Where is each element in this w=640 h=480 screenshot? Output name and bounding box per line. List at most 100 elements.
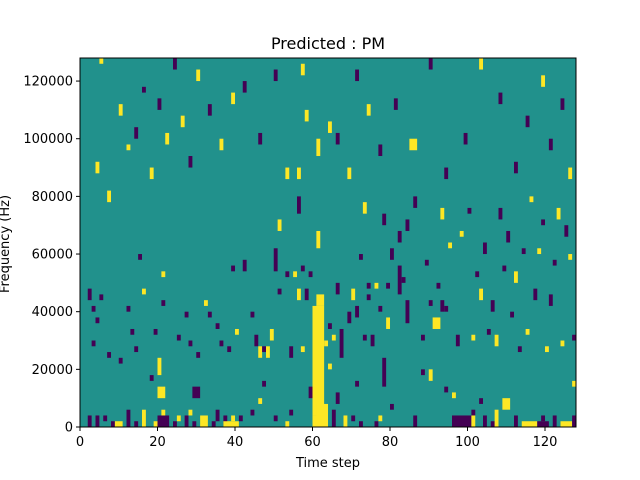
heatmap-cell — [525, 115, 530, 128]
heatmap-cell — [142, 86, 146, 93]
heatmap-cell — [397, 265, 402, 295]
heatmap-cell — [355, 305, 360, 318]
heatmap-cell — [436, 282, 441, 289]
heatmap-cell — [386, 317, 391, 329]
heatmap-cell — [316, 230, 321, 249]
heatmap-cell — [87, 288, 92, 301]
heatmap-cell — [537, 421, 549, 427]
heatmap-cell — [335, 132, 340, 145]
y-tick-label: 0 — [65, 421, 73, 436]
heatmap-cell — [351, 288, 356, 301]
heatmap-cell — [192, 386, 201, 399]
heatmap-cell — [548, 138, 553, 151]
heatmap-cell — [316, 294, 325, 306]
heatmap-cell — [514, 271, 518, 283]
heatmap-cell — [300, 265, 305, 272]
heatmap-cell — [134, 346, 139, 353]
heatmap-cell — [568, 167, 573, 180]
heatmap-cell — [188, 156, 193, 168]
heatmap-cell — [444, 386, 449, 393]
heatmap-cell — [308, 271, 313, 278]
y-tick-label: 40000 — [32, 305, 73, 320]
heatmap-cell — [157, 415, 170, 427]
y-tick-label: 100000 — [23, 132, 73, 147]
heatmap-cell — [126, 409, 131, 427]
heatmap-cell — [331, 409, 336, 427]
heatmap-cell — [258, 132, 263, 145]
heatmap-cell — [258, 346, 263, 358]
heatmap-cell — [103, 415, 108, 422]
heatmap-cell — [91, 305, 96, 312]
heatmap-cell — [455, 334, 460, 347]
heatmap-cell — [107, 352, 112, 358]
heatmap-cell — [405, 300, 410, 324]
y-tick-label: 20000 — [32, 363, 73, 378]
heatmap-cell — [378, 415, 383, 422]
heatmap-cell — [304, 288, 309, 301]
x-axis-label: Time step — [295, 456, 360, 471]
x-tick-label: 0 — [76, 435, 84, 450]
heatmap-cell — [157, 98, 162, 110]
heatmap-cell — [231, 265, 236, 272]
heatmap-cell — [297, 196, 301, 214]
heatmap-cell — [285, 167, 290, 180]
heatmap-cell — [486, 328, 491, 335]
heatmap-cell — [250, 311, 255, 318]
heatmap-cell — [130, 328, 135, 335]
heatmap-cell — [242, 81, 247, 93]
heatmap-cell — [176, 334, 181, 341]
y-tick-label: 80000 — [32, 190, 73, 205]
heatmap-cell — [498, 207, 503, 220]
x-tick-label: 100 — [455, 435, 480, 450]
heatmap-cell — [258, 398, 263, 404]
heatmap-cell — [223, 421, 239, 427]
heatmap-cell — [444, 305, 449, 312]
heatmap-cell — [541, 415, 546, 422]
heatmap-cell — [452, 415, 472, 427]
heatmap-cell — [382, 357, 387, 387]
heatmap-cell — [413, 196, 418, 208]
heatmap-cell — [560, 421, 573, 427]
heatmap-cell — [289, 346, 294, 358]
heatmap-cell — [328, 363, 332, 370]
heatmap-cell — [207, 311, 212, 318]
heatmap-cell — [537, 248, 542, 255]
heatmap-cell — [370, 334, 375, 347]
heatmap-cell — [444, 167, 449, 180]
heatmap-cell — [142, 409, 146, 427]
heatmap-cell — [308, 386, 313, 399]
heatmap-cell — [176, 415, 181, 422]
heatmap-cell — [335, 282, 340, 295]
heatmap-cell — [521, 248, 526, 255]
heatmap-cell — [215, 323, 220, 329]
heatmap-cell — [471, 415, 476, 427]
heatmap-cell — [126, 305, 131, 312]
heatmap-cell — [180, 115, 185, 128]
heatmap-cell — [331, 334, 336, 341]
heatmap-cell — [514, 161, 518, 174]
heatmap-cell — [440, 207, 445, 220]
heatmap-cell — [242, 259, 247, 272]
y-tick-label: 60000 — [32, 248, 73, 263]
heatmap-cell — [153, 328, 158, 335]
x-tick-label: 20 — [149, 435, 166, 450]
heatmap-cell — [107, 190, 112, 203]
heatmap-cell — [273, 415, 278, 422]
heatmap-cell — [378, 305, 383, 312]
heatmap-cell — [157, 386, 166, 399]
heatmap-cell — [448, 242, 453, 249]
x-axis: 0 20 40 60 80 100 120 — [76, 427, 557, 450]
x-tick-label: 60 — [304, 435, 321, 450]
heatmap-cell — [153, 421, 158, 427]
heatmap-cell — [428, 300, 433, 306]
heatmap-cell — [366, 282, 371, 289]
heatmap-cell — [498, 92, 503, 105]
heatmap-cell — [541, 75, 546, 87]
heatmap-cell — [347, 167, 352, 180]
heatmap-cell — [207, 104, 212, 116]
heatmap-cell — [149, 167, 154, 180]
heatmap-cell — [328, 323, 332, 329]
heatmap-cell — [390, 248, 394, 260]
y-axis-label: Frequency (Hz) — [0, 195, 13, 293]
